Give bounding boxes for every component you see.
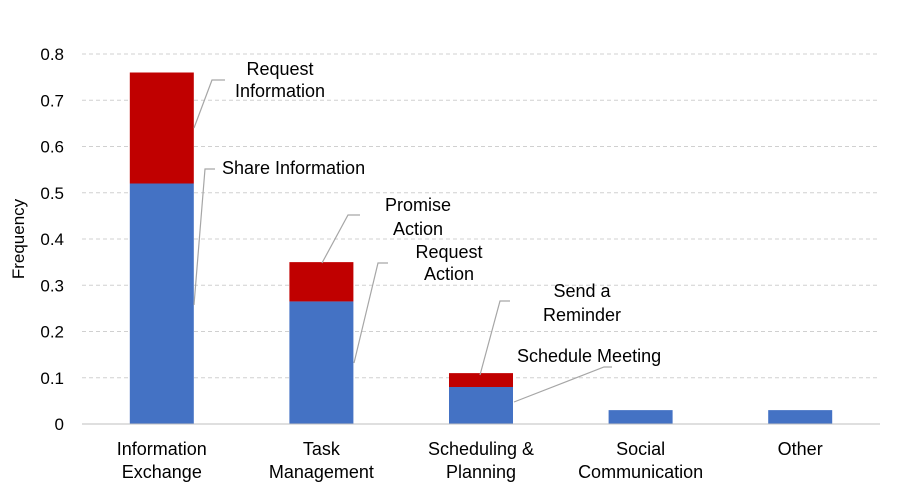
annotation-leader-line (479, 300, 510, 376)
bar-segment (289, 262, 354, 302)
annotation-label: Request (246, 59, 313, 79)
y-tick-label: 0.7 (40, 91, 64, 110)
y-tick-label: 0.8 (40, 45, 64, 64)
bar-segment (449, 373, 513, 387)
category-label: Social (616, 439, 665, 459)
bar-segment (129, 72, 194, 184)
bar-segment (449, 387, 513, 424)
annotation-label: Send a (553, 281, 611, 301)
category-label: Management (269, 462, 374, 482)
annotation-label: Action (424, 264, 474, 284)
annotation-leaders (193, 79, 612, 403)
bars (129, 72, 833, 424)
y-tick-label: 0.1 (40, 369, 64, 388)
y-tick-label: 0 (55, 415, 64, 434)
category-label: Task (303, 439, 341, 459)
annotation-label: Request (415, 242, 482, 262)
annotation-label: Reminder (543, 305, 621, 325)
annotation-label: Information (235, 81, 325, 101)
y-tick-label: 0.2 (40, 323, 64, 342)
category-label: Planning (446, 462, 516, 482)
y-axis-label: Frequency (9, 198, 28, 279)
annotation-leader-line (193, 168, 215, 306)
annotation-leader-line (353, 262, 388, 364)
y-tick-label: 0.4 (40, 230, 64, 249)
y-tick-label: 0.3 (40, 276, 64, 295)
bar-segment (608, 410, 673, 424)
category-label: Information (117, 439, 207, 459)
bar-segment (289, 301, 354, 424)
annotation-leader-line (513, 366, 612, 403)
category-label: Scheduling & (428, 439, 534, 459)
y-tick-label: 0.6 (40, 138, 64, 157)
bar-segment (129, 183, 194, 424)
y-axis-ticks: 0 0.1 0.2 0.3 0.4 0.5 0.6 0.7 0.8 (40, 45, 64, 434)
annotation-label: Share Information (222, 158, 365, 178)
annotation-leader-line (321, 214, 360, 264)
category-label: Exchange (122, 462, 202, 482)
category-label: Other (778, 439, 823, 459)
y-tick-label: 0.5 (40, 184, 64, 203)
bar-segment (768, 410, 833, 424)
annotation-label: Action (393, 219, 443, 239)
x-axis-categories: Information Exchange Task Management Schedul… (117, 439, 823, 482)
annotation-label: Promise (385, 195, 451, 215)
category-label: Communication (578, 462, 703, 482)
gridlines (82, 53, 880, 379)
annotation-label: Schedule Meeting (517, 346, 661, 366)
annotation-leader-line (193, 79, 225, 129)
